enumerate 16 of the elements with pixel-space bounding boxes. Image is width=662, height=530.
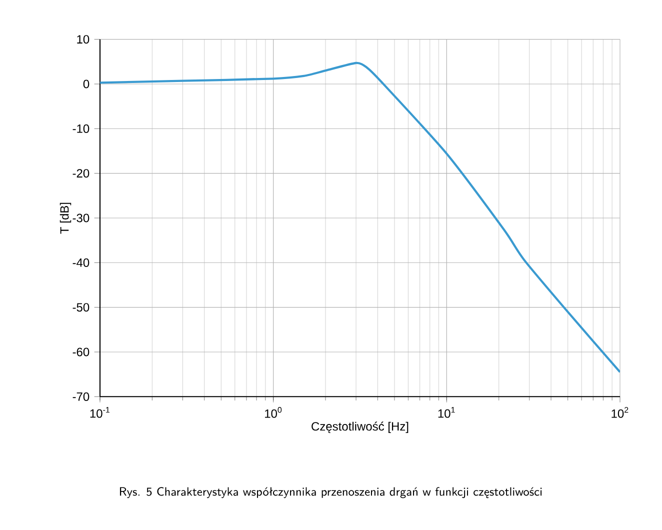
y-tick-label: -10 <box>72 124 90 133</box>
y-tick-label: 10 <box>77 35 90 44</box>
y-tick-label: -20 <box>72 169 90 178</box>
y-tick-label: -60 <box>72 348 90 356</box>
y-tick-label: 0 <box>83 80 90 88</box>
x-tick-label: 10$^{0}$ <box>265 407 282 418</box>
y-tick-label: -30 <box>72 214 90 222</box>
y-tick-label: -70 <box>72 392 90 401</box>
x-tick-label: 10$^{1}$ <box>438 407 455 418</box>
y-tick-label: -40 <box>72 258 90 267</box>
y-axis-title: T [dB] <box>60 202 72 234</box>
text: Rys. 5 Charakterystyka współczynnika przenoszenia drgań w funkcji częstotliwości <box>120 487 542 498</box>
x-tick-label: 10$^{2}$ <box>612 407 628 418</box>
x-axis-title: Częstotliwość [Hz] <box>312 422 408 434</box>
x-tick-label: 10$^{-1}$ <box>90 407 110 418</box>
y-tick-label: -50 <box>72 303 90 312</box>
